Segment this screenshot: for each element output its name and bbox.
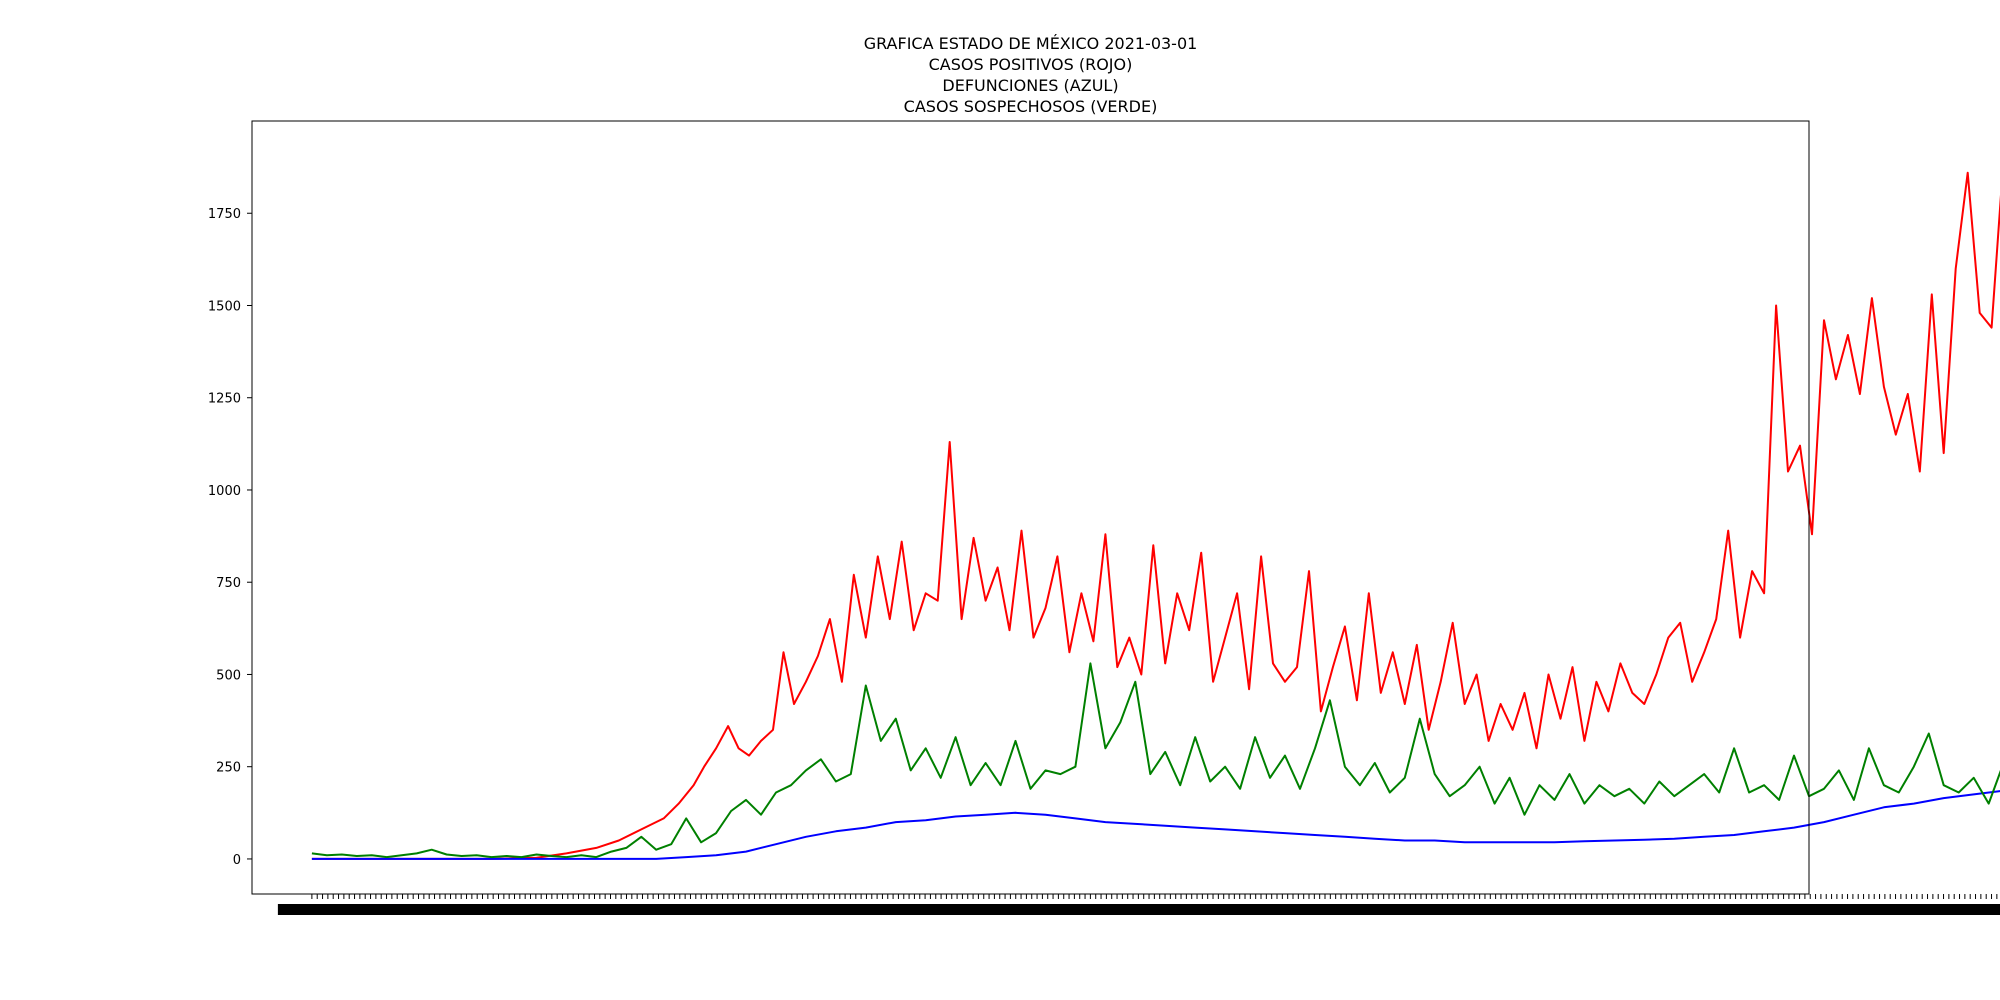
series-line-2 bbox=[311, 662, 2000, 859]
y-tick-label: 250 bbox=[216, 761, 241, 776]
plot-frame bbox=[251, 120, 1810, 895]
y-axis: 0 250 500 750 1000 1250 1500 1750 bbox=[208, 207, 252, 868]
x-axis bbox=[277, 894, 2000, 915]
y-tick-label: 1500 bbox=[208, 299, 241, 314]
title-line: DEFUNCIONES (AZUL) bbox=[942, 76, 1118, 95]
x-tick-labels-overlap bbox=[277, 904, 2000, 915]
y-tick-label: 750 bbox=[216, 576, 241, 591]
series-group bbox=[311, 171, 2000, 860]
y-tick-label: 1750 bbox=[208, 207, 241, 222]
title-line: GRAFICA ESTADO DE MÉXICO 2021-03-01 bbox=[864, 34, 1198, 53]
title-line: CASOS POSITIVOS (ROJO) bbox=[929, 55, 1133, 74]
series-line-0 bbox=[311, 171, 2000, 860]
title-line: CASOS SOSPECHOSOS (VERDE) bbox=[904, 97, 1158, 116]
y-tick-label: 0 bbox=[233, 853, 241, 868]
series-line-1 bbox=[311, 790, 2000, 860]
y-tick-label: 500 bbox=[216, 668, 241, 683]
y-tick-label: 1000 bbox=[208, 484, 241, 499]
y-tick-label: 1250 bbox=[208, 392, 241, 407]
chart-title: GRAFICA ESTADO DE MÉXICO 2021-03-01 CASOS… bbox=[864, 34, 1198, 116]
